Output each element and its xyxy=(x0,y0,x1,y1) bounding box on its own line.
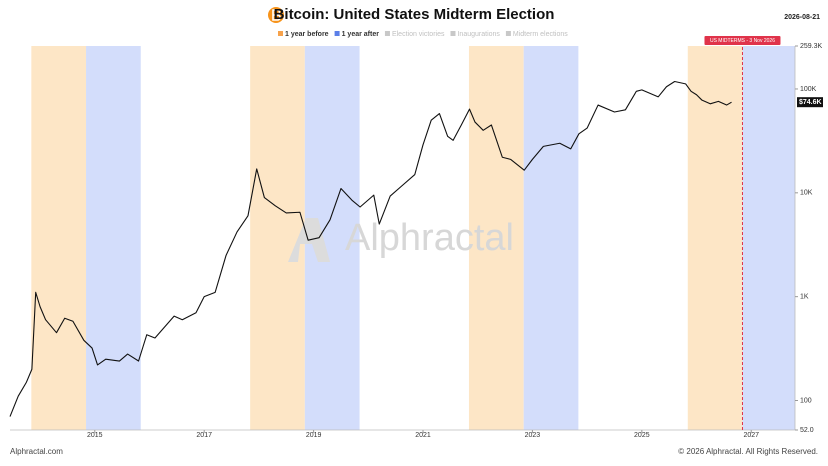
period-band xyxy=(250,46,305,430)
period-band xyxy=(742,46,795,430)
legend-label: Inaugurations xyxy=(457,31,500,38)
date: 2026-08-21 xyxy=(784,14,820,21)
midterm-label: US MIDTERMS - 3 Nov 2026 xyxy=(710,38,775,44)
y-tick-label: 1K xyxy=(800,294,809,301)
x-tick-label: 2019 xyxy=(306,432,322,439)
y-tick-label: 100K xyxy=(800,86,817,93)
y-tick-label: 52.0 xyxy=(800,427,814,434)
footer-right: © 2026 Alphractal. All Rights Reserved. xyxy=(678,447,818,456)
legend-swatch xyxy=(384,31,390,36)
legend-swatch xyxy=(450,31,456,36)
chart-title: Bitcoin: United States Midterm Election xyxy=(274,6,555,23)
y-tick-label: 100 xyxy=(800,397,812,404)
footer-left: Alphractal.com xyxy=(10,447,63,456)
price-tag-bg xyxy=(797,97,823,108)
legend-label: 1 year after xyxy=(342,31,380,38)
period-band xyxy=(31,46,87,430)
period-band xyxy=(468,46,524,430)
bitcoin-glyph xyxy=(272,9,281,21)
period-band xyxy=(523,46,579,430)
x-tick-label: 2017 xyxy=(196,432,212,439)
period-band xyxy=(687,46,743,430)
legend-swatch xyxy=(505,31,511,36)
price-line xyxy=(9,80,732,417)
x-tick-label: 2027 xyxy=(743,432,759,439)
price-tag: $74.6K xyxy=(799,99,822,106)
midterm-label-bg xyxy=(704,36,781,45)
y-tick-label: 10K xyxy=(800,190,813,197)
legend-swatch xyxy=(278,31,283,36)
legend-label: Midterm elections xyxy=(513,31,568,38)
x-tick-label: 2015 xyxy=(87,432,103,439)
watermark: Alphractal xyxy=(345,217,514,259)
x-tick-label: 2023 xyxy=(525,432,541,439)
legend-swatch xyxy=(334,31,340,36)
period-band xyxy=(86,46,141,430)
x-tick-label: 2025 xyxy=(634,432,650,439)
y-tick-label: 259.3K xyxy=(800,43,823,50)
legend-label: Election victories xyxy=(392,31,445,38)
x-tick-label: 2021 xyxy=(415,432,431,439)
legend-label: 1 year before xyxy=(285,31,329,38)
